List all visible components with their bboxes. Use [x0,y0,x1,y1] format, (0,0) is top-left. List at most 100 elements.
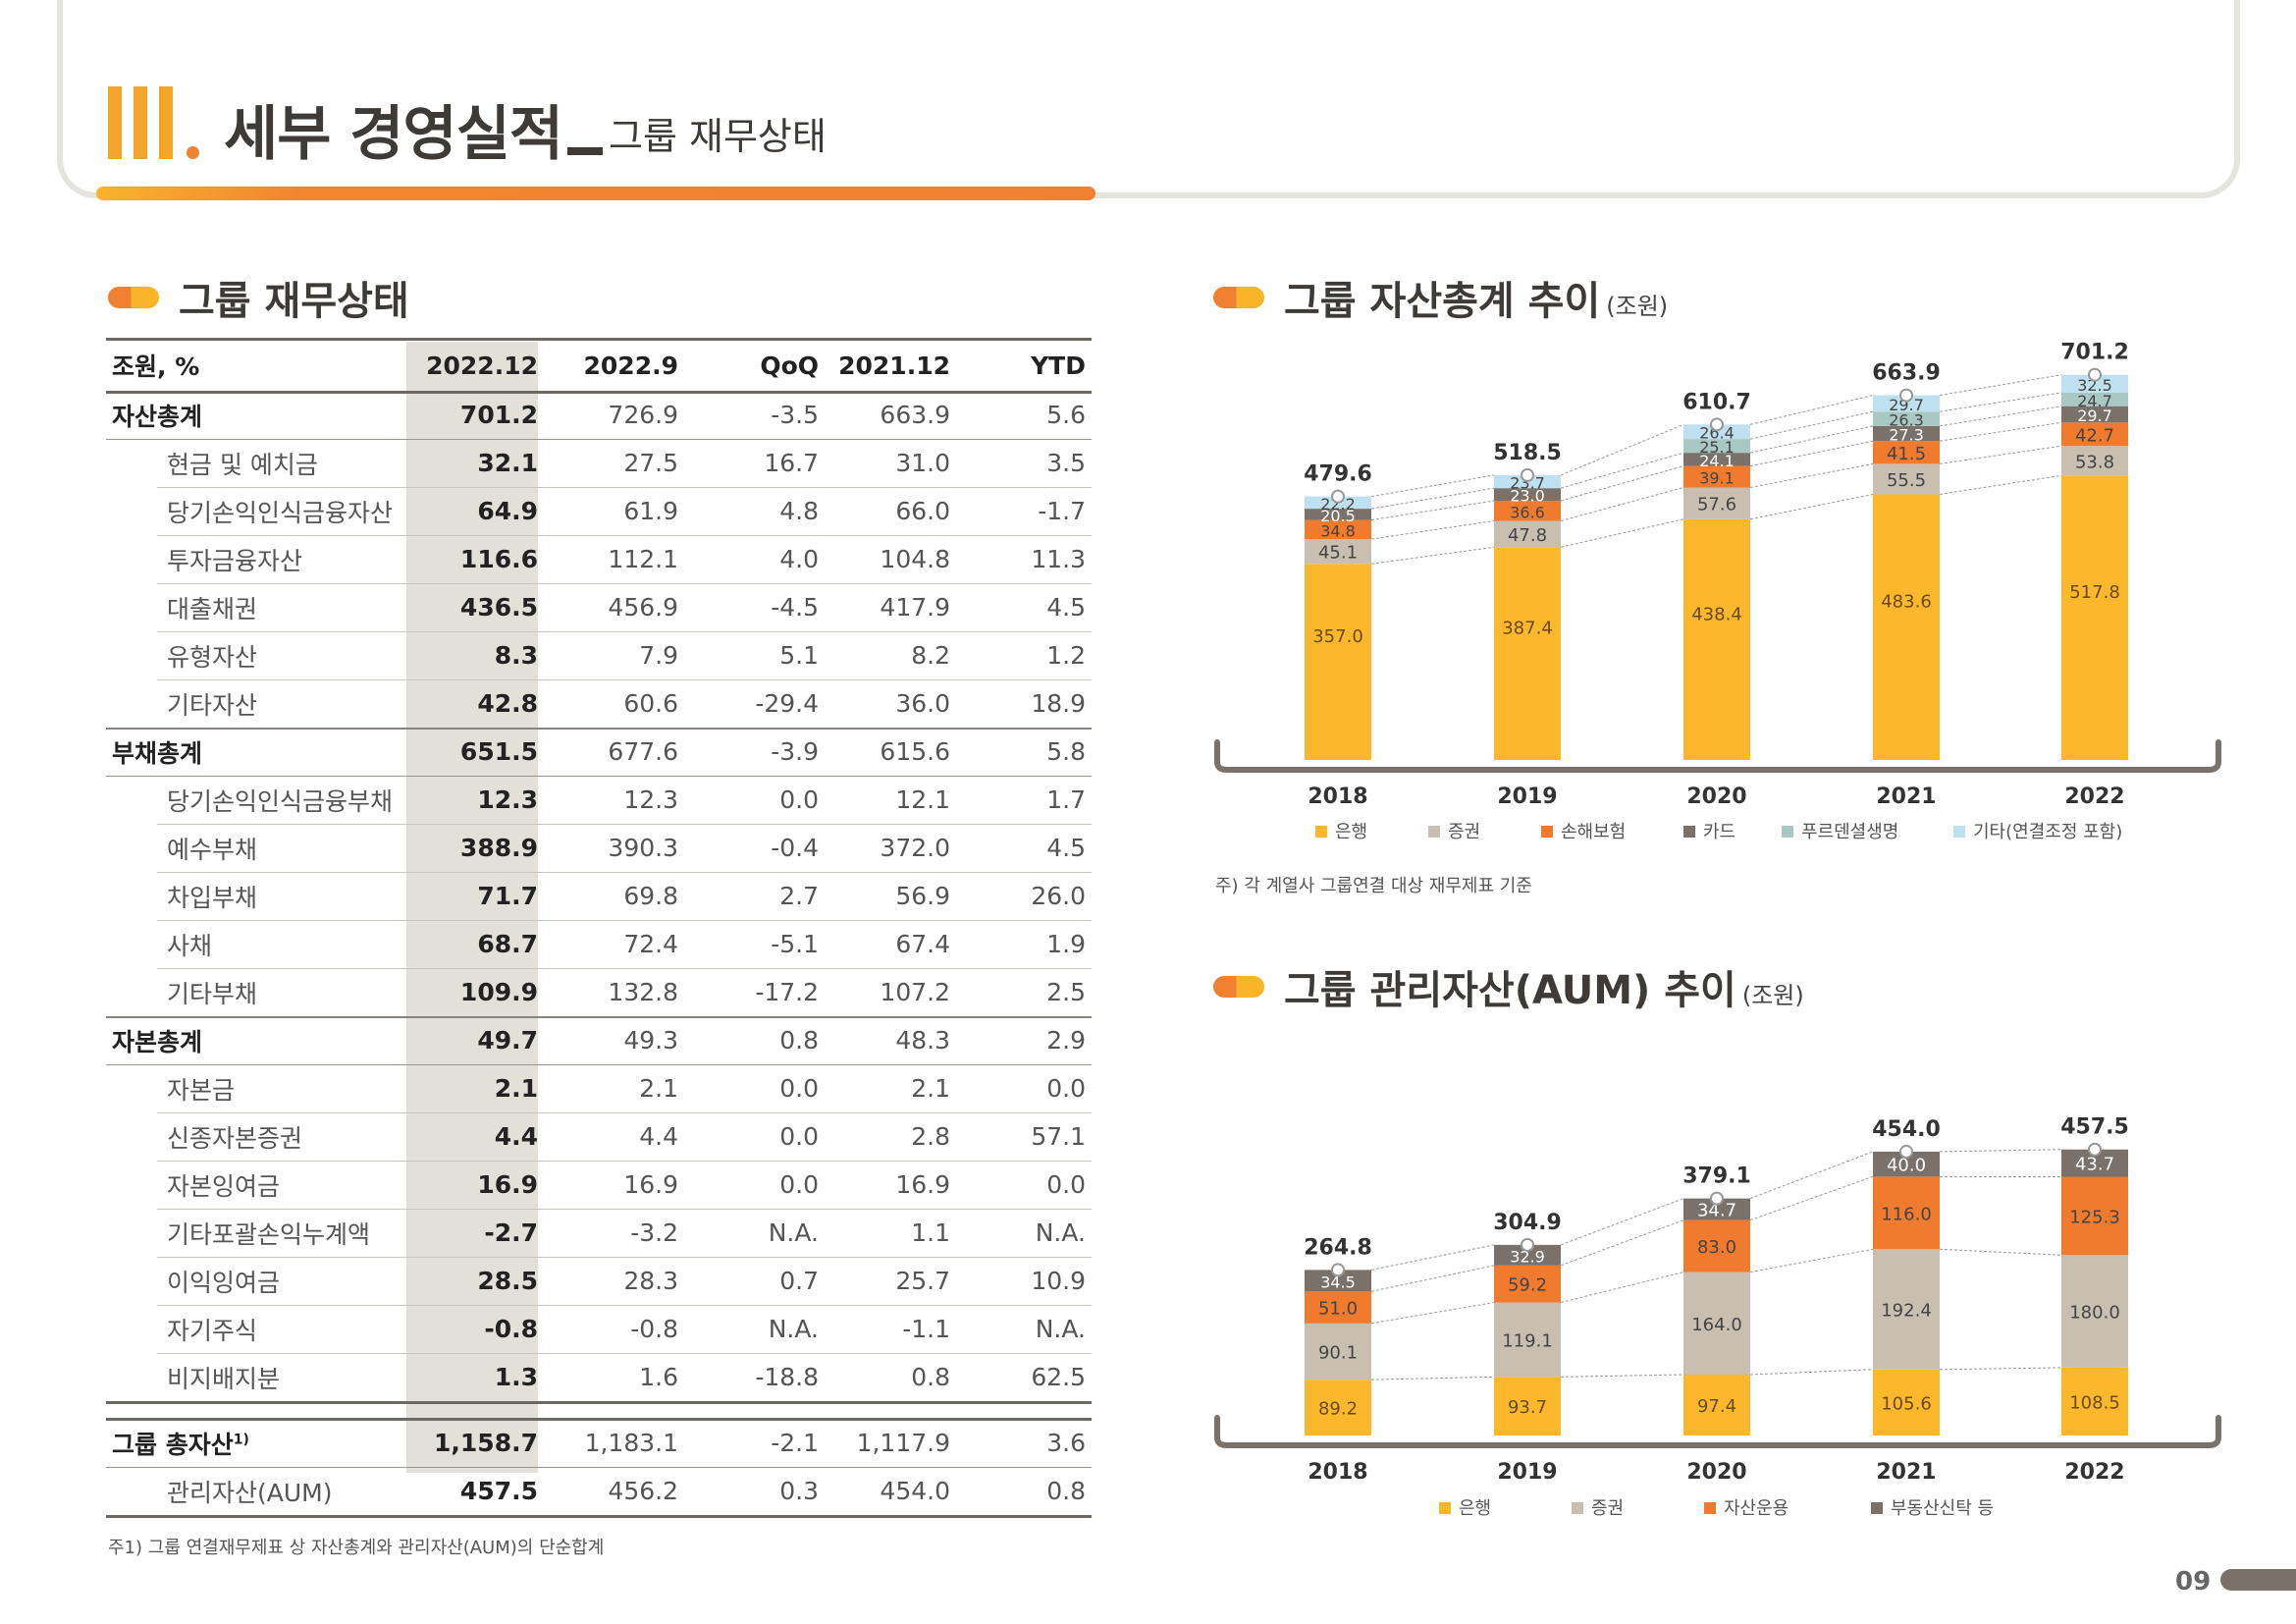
connector-line [1749,1175,1874,1221]
total-label: 663.9 [1872,361,1941,386]
data-label: 438.4 [1691,604,1742,624]
header-col: 2022.9 [583,351,678,380]
data-label: 517.8 [2069,582,2120,603]
row-label-text: 기타자산 [167,690,258,720]
table-cell: 5.1 [779,641,819,670]
table-cell: 1.2 [1046,641,1086,670]
table-cell: 651.5 [459,737,538,766]
table-cell: 28.3 [623,1267,678,1295]
table-totals: 그룹 총자산1) 1,158.7 1,183.1 -2.1 1,117.9 3.6 관리자산… [106,1419,1092,1515]
bar-segment [1305,1291,1371,1324]
data-label: 40.0 [1887,1156,1926,1176]
table-cell: 4.4 [639,1122,678,1151]
x-tick-label: 2022 [2064,785,2124,809]
row-label: 현금 및 예치금 [106,446,406,481]
table-cell: 390.3 [608,834,678,862]
table-header-row: 조원, % 2022.12 2022.9 QoQ 2021.12 YTD [106,340,1092,391]
legend-label: 증권 [1591,1498,1624,1519]
aum-chart: 2018 2019 2020 2021 2022 89.2 90.1 51.0 34.5 264.… [1214,1115,2221,1519]
table-cell: 1.6 [639,1363,678,1391]
bar-segment [1494,1302,1561,1378]
row-label-text: 예수부채 [167,835,258,864]
table-rule [106,1515,1092,1518]
data-label: 105.6 [1881,1393,1932,1414]
data-label: 24.7 [2077,392,2112,410]
table-rule [157,535,1092,536]
bar-segment [1683,453,1750,466]
row-label-text: 자본잉여금 [167,1171,281,1201]
row-label: 자본총계 [106,1023,406,1058]
table-cell: 16.9 [477,1170,538,1199]
table-cell: 7.9 [639,641,678,670]
row-label-text: 관리자산(AUM) [167,1478,333,1507]
table-rule [157,1353,1092,1354]
table-rule [157,1161,1092,1162]
table-cell: 10.9 [1031,1267,1086,1295]
table-cell: 3.6 [1046,1429,1086,1457]
legend-swatch [1704,1502,1716,1514]
row-label: 예수부채 [106,831,406,866]
asset-chart-unit: (조원) [1606,292,1669,320]
table-cell: 27.5 [623,449,678,477]
legend-swatch [1683,826,1695,838]
total-label: 457.5 [2060,1115,2129,1140]
table-rule [106,391,1092,394]
asset-total-chart: 2018 2019 2020 2021 2022 357.0 45.1 34.820.522.… [1214,341,2221,842]
chart-baseline [1214,739,2221,773]
row-label: 자기주식 [106,1312,406,1347]
table-cell: 69.8 [623,882,678,910]
table-row: 이익잉여금 28.5 28.3 0.7 25.7 10.9 [106,1257,1092,1305]
table-cell: 436.5 [459,593,538,622]
data-label: 45.1 [1318,543,1358,564]
table-cell: 104.8 [880,545,950,573]
connector-line [1749,440,1874,467]
total-marker [2088,367,2102,382]
table-cell: 2.9 [1046,1026,1086,1055]
total-label: 264.8 [1304,1235,1372,1260]
table-cell: 701.2 [459,401,538,429]
connector-line [1749,425,1874,454]
table-row: 관리자산(AUM) 457.5 456.2 0.3 454.0 0.8 [106,1467,1092,1515]
row-label-text: 신종자본증권 [167,1123,303,1153]
bar-segment [1305,509,1371,520]
table-footnote: 주1) 그룹 연결재무제표 상 자산총계와 관리자산(AUM)의 단순합계 [108,1538,605,1558]
bar-segment [1683,424,1750,440]
connector-line [1560,452,1684,489]
bar-segment [1305,519,1371,540]
legend-label: 손해보험 [1561,822,1626,842]
data-label: 116.0 [1881,1204,1932,1224]
table-cell: 5.8 [1046,737,1086,766]
row-label-text: 자본총계 [112,1027,203,1056]
bar-segment [1494,1265,1561,1303]
connector-line [1939,1367,2062,1371]
connector-line [1370,487,1495,510]
connector-line [1939,474,2062,495]
table-cell: 677.6 [608,737,678,766]
table-section-heading: 그룹 재무상태 [108,269,409,326]
current-column-highlight [406,342,538,1473]
table-row: 그룹 총자산1) 1,158.7 1,183.1 -2.1 1,117.9 3.6 [106,1419,1092,1467]
legend-label: 카드 [1703,822,1735,842]
row-label: 대출채권 [106,590,406,625]
table-cell: 0.8 [1046,1477,1086,1505]
table-cell: -2.1 [771,1429,819,1457]
total-marker [1899,388,1913,403]
table-cell: -3.9 [771,737,819,766]
table-cell: 11.3 [1031,545,1086,573]
footnote-marker: 1) [233,1432,249,1448]
legend-label: 부동산신탁 등 [1891,1498,1994,1519]
table-cell: 67.4 [895,930,950,958]
table-cell: -18.8 [755,1363,819,1391]
table-cell: 1,183.1 [584,1429,678,1457]
legend-swatch [1572,1502,1583,1514]
table-cell: 663.9 [880,401,950,429]
table-cell: 12.3 [623,785,678,814]
row-label: 비지배지분 [106,1360,406,1395]
header-col: 2022.12 [426,351,538,380]
connector-line [1749,395,1874,425]
table-cell: 4.5 [1046,834,1086,862]
total-label: 701.2 [2060,341,2129,365]
bar-segment [1683,465,1750,488]
data-label: 27.3 [1889,426,1924,445]
legend-swatch [1871,1502,1883,1514]
